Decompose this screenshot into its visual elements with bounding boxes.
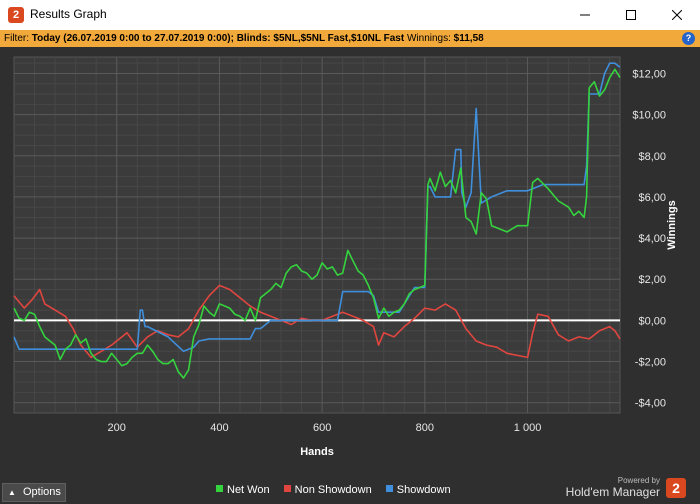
powered-by-branding: Powered by Hold'em Manager [540,476,662,502]
hm2-brand-logo-icon: 2 [666,478,686,498]
series-line-net-won [13,68,621,379]
minimize-button[interactable] [562,0,608,30]
x-tick-label: 600 [313,422,331,434]
legend-swatch [283,485,291,492]
hm2-logo-icon: 2 [8,7,24,23]
legend-label: Showdown [396,484,451,496]
x-tick-label: 200 [108,422,126,434]
chevron-up-icon: ▲ [8,488,16,497]
legend-item-non-showdown[interactable]: Non Showdown [283,484,372,496]
close-button[interactable] [654,0,700,30]
close-icon [672,10,682,20]
options-button[interactable]: ▲ Options [2,483,66,502]
results-chart[interactable]: 200 400 600 800 1 000 $12,00 $10,00 $8,00 $6,00… [0,47,700,476]
x-tick-label: 800 [416,422,434,434]
winnings-value: $11,58 [453,33,484,44]
legend-label: Non Showdown [294,484,372,496]
legend-swatch [216,485,223,492]
help-icon[interactable]: ? [682,32,695,45]
minimize-icon [580,14,590,16]
y-tick-label: $2,00 [638,274,666,286]
x-tick-label: 1 000 [514,422,542,434]
winnings-label: Winnings: [406,33,451,44]
filter-value: Today (26.07.2019 0:00 to 27.07.2019 0:0… [31,33,405,44]
powered-by-text: Powered by [617,476,660,485]
legend-swatch [385,485,393,492]
y-tick-label: $0,00 [638,315,666,327]
chart-legend: Net Won Non Showdown Showdown [216,484,462,498]
legend-item-showdown[interactable]: Showdown [385,484,451,496]
y-tick-label: -$4,00 [635,398,666,410]
plot-area [13,56,621,414]
options-label: Options [23,486,61,498]
window-title: Results Graph [30,7,107,21]
x-tick-label: 400 [210,422,228,434]
brand-name: Hold'em Manager [565,485,660,499]
y-tick-label: $6,00 [638,192,666,204]
y-tick-label: $12,00 [632,68,666,80]
filter-label: Filter: [4,33,29,44]
y-tick-label: -$2,00 [635,357,666,369]
y-axis-title: Winnings [666,200,678,249]
title-bar: 2 Results Graph [0,0,700,30]
maximize-icon [626,10,636,20]
y-tick-label: $10,00 [632,110,666,122]
y-tick-label: $4,00 [638,233,666,245]
legend-item-net-won[interactable]: Net Won [216,484,270,496]
y-tick-label: $8,00 [638,151,666,163]
x-axis-title: Hands [300,446,334,458]
filter-bar[interactable]: Filter: Today (26.07.2019 0:00 to 27.07.… [0,30,700,47]
legend-label: Net Won [227,484,270,496]
maximize-button[interactable] [608,0,654,30]
